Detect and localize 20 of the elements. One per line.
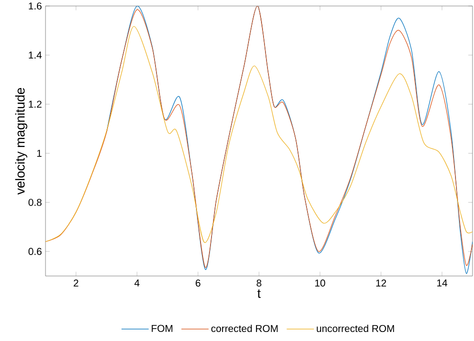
- line-series: [46, 26, 473, 242]
- y-axis-title: velocity magnitude: [15, 88, 28, 195]
- y-tick-label: 0.8: [28, 198, 42, 206]
- y-tick-label: 1: [37, 150, 42, 157]
- legend-label: FOM: [152, 324, 172, 332]
- x-tick-label: 4: [134, 280, 140, 286]
- x-tick-label: 12: [376, 280, 386, 286]
- x-tick-label: 8: [256, 280, 262, 287]
- x-tick-label: 6: [196, 280, 200, 287]
- x-tick-label: 2: [74, 280, 78, 286]
- y-tick-label: 1.6: [28, 2, 42, 10]
- legend-label: corrected ROM: [211, 324, 278, 332]
- x-tick-label: 10: [315, 280, 326, 287]
- legend-label: uncorrected ROM: [316, 324, 394, 332]
- x-axis-title: t: [257, 289, 261, 298]
- y-tick-label: 0.6: [28, 248, 42, 255]
- x-tick-label: 14: [437, 280, 448, 286]
- y-tick-label: 1.2: [28, 100, 42, 108]
- y-tick-label: 1.4: [28, 52, 42, 59]
- line-series: [46, 6, 473, 268]
